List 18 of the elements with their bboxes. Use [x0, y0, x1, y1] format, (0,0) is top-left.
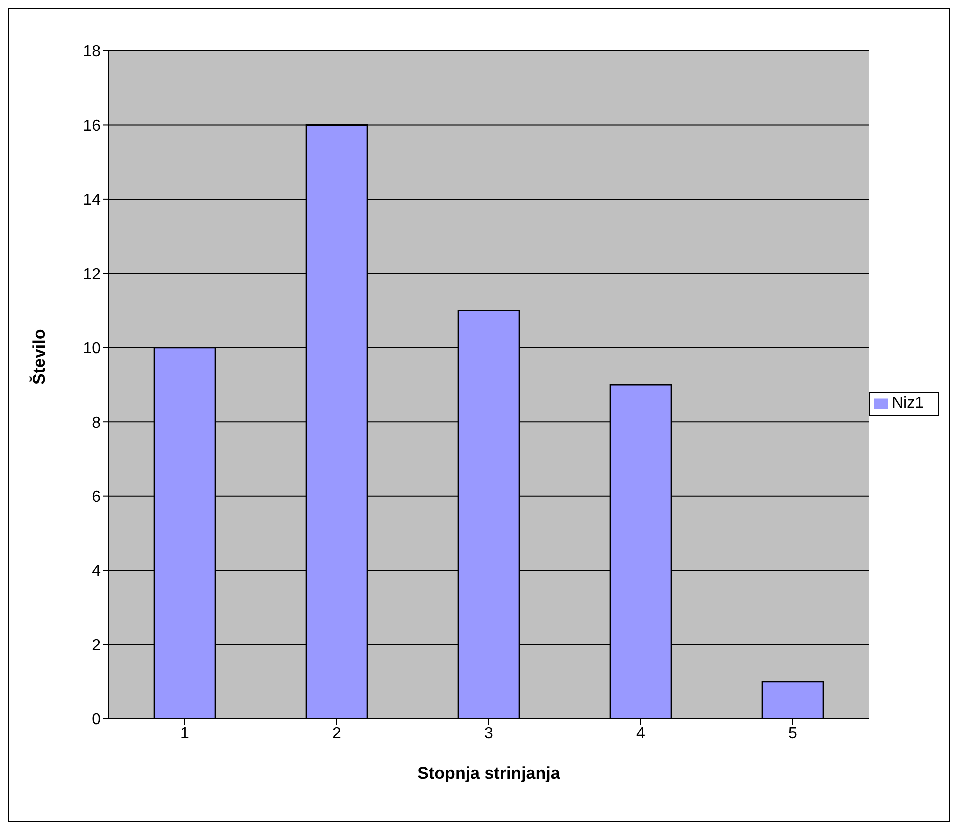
y-axis-title: Število [29, 329, 50, 385]
y-tick-label: 2 [92, 637, 102, 654]
x-tick-label: 5 [788, 725, 798, 742]
legend-label: Niz1 [892, 395, 924, 412]
y-tick-label: 16 [83, 118, 102, 135]
y-tick-label: 6 [92, 489, 102, 506]
x-tick-label: 4 [636, 725, 646, 742]
y-tick-label: 10 [83, 340, 102, 358]
x-tick-label: 1 [180, 725, 190, 742]
y-tick-label: 4 [92, 563, 102, 580]
x-tick-label: 3 [484, 725, 494, 742]
x-tick-label: 2 [332, 725, 342, 742]
y-tick-label: 14 [83, 192, 102, 210]
x-axis-title: Stopnja strinjanja [418, 764, 561, 783]
y-tick-label: 0 [92, 712, 102, 729]
y-tick-label: 8 [92, 414, 102, 432]
y-tick-label: 12 [83, 266, 102, 284]
y-tick-label: 18 [83, 44, 102, 61]
